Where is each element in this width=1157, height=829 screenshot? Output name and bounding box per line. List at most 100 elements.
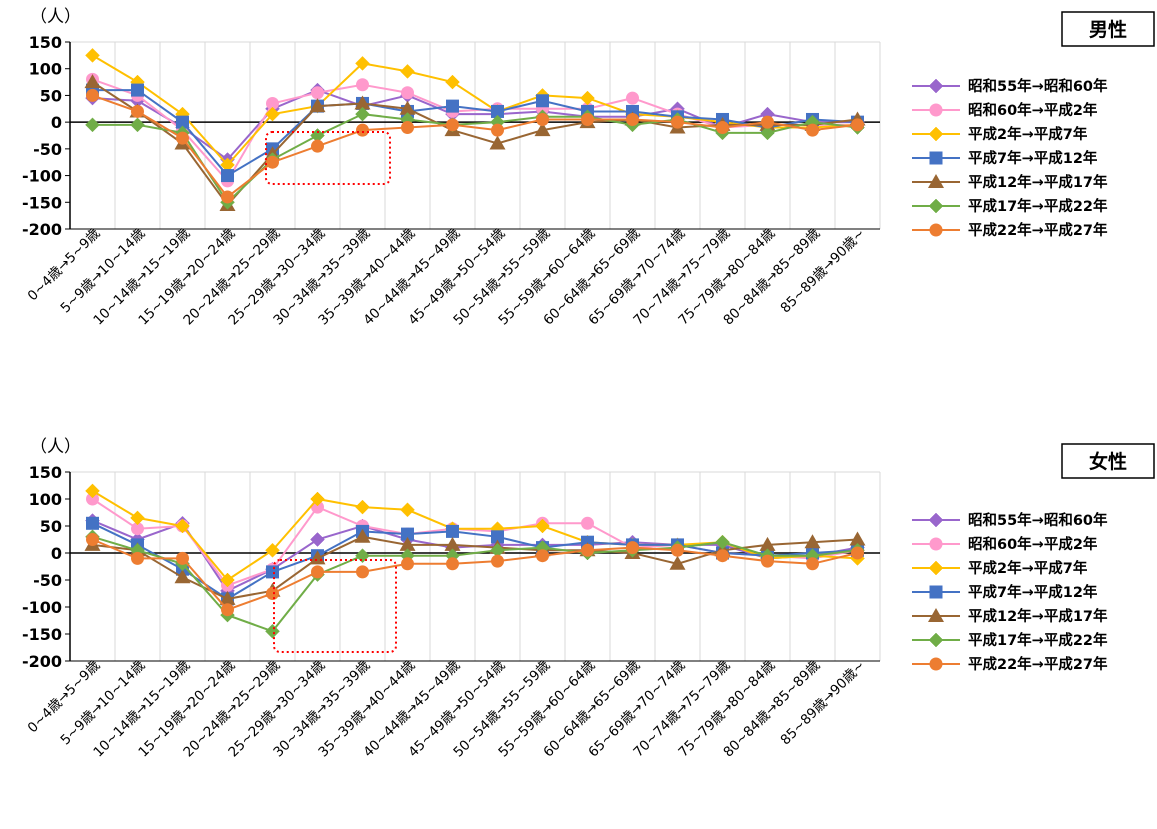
chart-title: 女性	[1089, 450, 1127, 473]
data-point	[266, 587, 279, 600]
y-tick-label: 100	[29, 490, 62, 509]
data-point	[399, 100, 416, 115]
data-point	[310, 491, 325, 507]
series-line	[92, 538, 858, 611]
data-point	[85, 117, 100, 133]
data-point	[849, 531, 866, 546]
y-tick-label: 0	[51, 544, 62, 563]
legend-entry: 昭和55年→昭和60年	[912, 511, 1108, 529]
data-point	[174, 569, 191, 584]
legend-marker	[928, 174, 944, 188]
y-tick-label: -150	[22, 625, 62, 644]
y-tick-label: -50	[33, 571, 62, 590]
data-point	[626, 112, 639, 126]
data-point	[806, 123, 819, 137]
data-point	[310, 532, 325, 547]
data-point	[401, 527, 414, 541]
data-point	[491, 530, 504, 544]
data-point	[131, 522, 144, 536]
data-point	[445, 74, 460, 90]
legend-marker	[928, 126, 944, 142]
legend-label: 平成22年→平成27年	[968, 655, 1108, 673]
data-point	[400, 64, 415, 79]
x-tick-label: 5~9歳→10~14歳	[57, 225, 148, 316]
data-point	[716, 549, 729, 563]
legend-entry: 平成7年→平成12年	[912, 149, 1098, 167]
y-tick-label: 150	[29, 463, 62, 482]
highlight-box	[265, 131, 391, 185]
y-unit-label: （人）	[30, 437, 81, 457]
legend-marker	[929, 223, 943, 237]
data-point	[355, 106, 370, 122]
x-tick-label: 5~9歳→10~14歳	[57, 657, 148, 748]
data-point	[806, 557, 819, 571]
legend-entry: 平成17年→平成22年	[912, 631, 1108, 649]
legend-entry: 昭和55年→昭和60年	[912, 77, 1108, 95]
data-point	[401, 120, 414, 134]
y-tick-label: -200	[22, 220, 62, 239]
legend-entry: 平成2年→平成7年	[912, 559, 1088, 577]
data-point	[311, 139, 324, 153]
data-point	[401, 86, 414, 100]
chart-female: 150100500-50-100-150-200（人）女性0~4歳→5~9歳5~…	[22, 437, 1155, 761]
legend-marker	[928, 198, 944, 214]
data-point	[536, 549, 549, 563]
data-point	[176, 551, 189, 565]
data-point	[355, 499, 370, 515]
data-point	[851, 118, 864, 132]
legend-label: 平成2年→平成7年	[968, 559, 1088, 577]
y-tick-label: -100	[22, 598, 62, 617]
data-point	[266, 565, 279, 579]
data-point	[400, 502, 415, 518]
series-line	[92, 89, 858, 177]
legend-label: 平成17年→平成22年	[968, 631, 1108, 649]
legend-label: 平成2年→平成7年	[968, 125, 1088, 143]
data-point	[130, 117, 145, 133]
legend-entry: 平成2年→平成7年	[912, 125, 1088, 143]
chart-title-box	[1061, 443, 1155, 479]
data-point	[446, 524, 459, 538]
data-point	[219, 590, 236, 605]
chart-male: 150100500-50-100-150-200（人）男性0~4歳→5~9歳5~…	[22, 7, 1155, 329]
data-point	[176, 115, 189, 129]
data-point	[356, 123, 369, 137]
data-point	[220, 572, 235, 588]
data-point	[580, 90, 595, 106]
legend-label: 昭和55年→昭和60年	[968, 77, 1108, 95]
legend-marker	[928, 608, 944, 622]
data-point	[130, 510, 145, 526]
legend-entry: 昭和60年→平成2年	[912, 101, 1098, 119]
legend-marker	[929, 585, 943, 599]
data-point	[85, 48, 100, 63]
legend-label: 平成7年→平成12年	[968, 149, 1098, 167]
data-point	[84, 74, 101, 89]
chart-title: 男性	[1089, 18, 1127, 41]
legend-entry: 平成12年→平成17年	[912, 173, 1108, 191]
data-point	[804, 534, 821, 549]
data-point	[354, 528, 371, 543]
y-tick-label: -100	[22, 167, 62, 186]
data-point	[354, 95, 371, 110]
data-point	[175, 518, 190, 534]
data-point	[534, 122, 551, 137]
x-tick-label: 85~89歳→90歳~	[777, 658, 868, 749]
legend-label: 昭和60年→平成2年	[968, 101, 1098, 119]
legend-label: 平成17年→平成22年	[968, 197, 1108, 215]
data-point	[311, 86, 324, 100]
data-point	[491, 104, 504, 118]
legend-label: 平成12年→平成17年	[968, 607, 1108, 625]
data-point	[444, 536, 461, 551]
legend-entry: 昭和60年→平成2年	[912, 535, 1098, 553]
data-point	[221, 169, 234, 183]
data-point	[851, 546, 864, 560]
data-point	[626, 541, 639, 555]
data-point	[446, 557, 459, 571]
data-point	[761, 115, 774, 129]
x-tick-label: 85~89歳→90歳~	[777, 226, 868, 317]
data-point	[356, 565, 369, 579]
data-point	[761, 554, 774, 568]
data-point	[266, 155, 279, 169]
y-unit-label: （人）	[30, 7, 81, 27]
legend-marker	[928, 78, 944, 94]
